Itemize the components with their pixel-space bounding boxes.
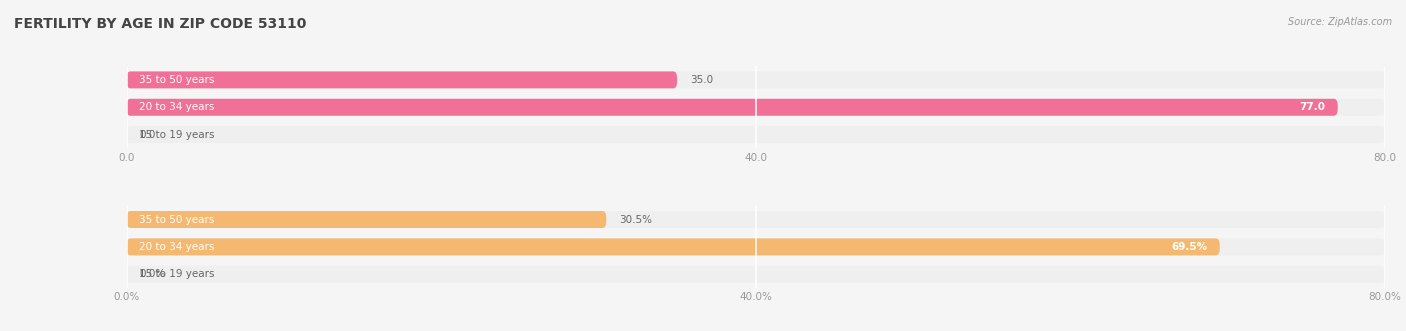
FancyBboxPatch shape <box>127 238 1385 256</box>
Text: 20 to 34 years: 20 to 34 years <box>139 242 215 252</box>
Text: 77.0: 77.0 <box>1299 102 1324 112</box>
FancyBboxPatch shape <box>127 99 1337 116</box>
FancyBboxPatch shape <box>127 126 1385 143</box>
Text: 35.0: 35.0 <box>690 75 713 85</box>
Text: 0.0%: 0.0% <box>139 269 166 279</box>
Text: 30.5%: 30.5% <box>619 214 652 224</box>
FancyBboxPatch shape <box>127 266 1385 283</box>
FancyBboxPatch shape <box>127 71 1385 88</box>
FancyBboxPatch shape <box>127 211 1385 228</box>
FancyBboxPatch shape <box>127 238 1220 256</box>
FancyBboxPatch shape <box>127 211 606 228</box>
Text: 69.5%: 69.5% <box>1171 242 1208 252</box>
Text: 35 to 50 years: 35 to 50 years <box>139 75 215 85</box>
Text: 15 to 19 years: 15 to 19 years <box>139 269 215 279</box>
Text: 0.0: 0.0 <box>139 130 156 140</box>
Text: Source: ZipAtlas.com: Source: ZipAtlas.com <box>1288 17 1392 26</box>
Text: 35 to 50 years: 35 to 50 years <box>139 214 215 224</box>
FancyBboxPatch shape <box>127 71 678 88</box>
FancyBboxPatch shape <box>127 99 1385 116</box>
Text: 15 to 19 years: 15 to 19 years <box>139 130 215 140</box>
Text: FERTILITY BY AGE IN ZIP CODE 53110: FERTILITY BY AGE IN ZIP CODE 53110 <box>14 17 307 30</box>
Text: 20 to 34 years: 20 to 34 years <box>139 102 215 112</box>
